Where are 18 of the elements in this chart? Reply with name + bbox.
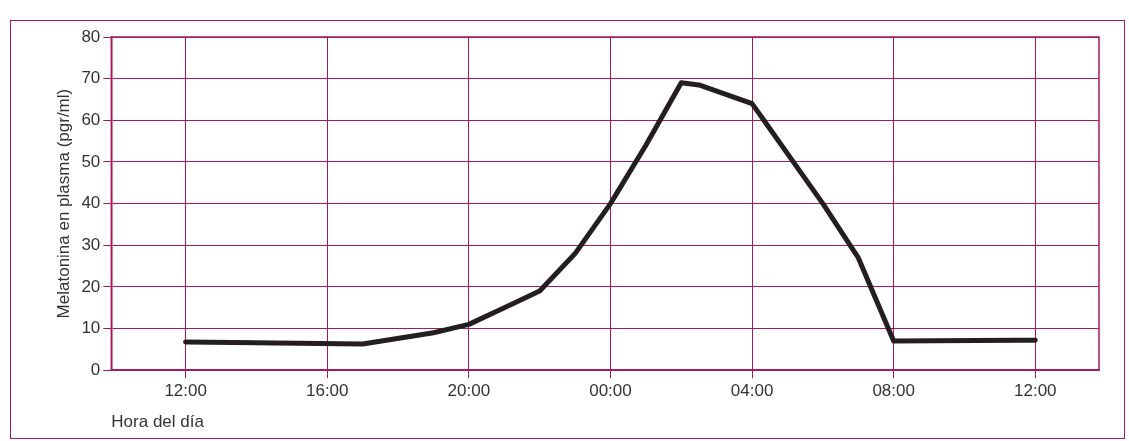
y-tick-label: 60	[81, 109, 101, 129]
y-tick-label: 50	[81, 151, 101, 171]
x-axis-title: Hora del día	[111, 412, 205, 432]
y-tick-label: 20	[81, 276, 101, 296]
y-axis-title: Melatonina en plasma (pgr/ml)	[53, 88, 73, 319]
x-tick-label: 08:00	[872, 381, 915, 401]
y-tick-label: 0	[90, 359, 101, 379]
y-tick-label: 30	[81, 234, 101, 254]
x-tick-label: 20:00	[447, 381, 491, 401]
y-tick-label: 40	[81, 193, 101, 213]
y-tick-label: 80	[81, 26, 101, 46]
x-tick-label: 12:00	[164, 381, 207, 401]
y-tick-label: 70	[81, 68, 101, 88]
x-tick-label: 12:00	[1014, 381, 1057, 401]
x-tick-label: 16:00	[305, 381, 349, 401]
x-tick-label: 00:00	[589, 381, 632, 401]
x-tick-label: 04:00	[730, 381, 774, 401]
y-tick-label: 10	[81, 318, 101, 338]
